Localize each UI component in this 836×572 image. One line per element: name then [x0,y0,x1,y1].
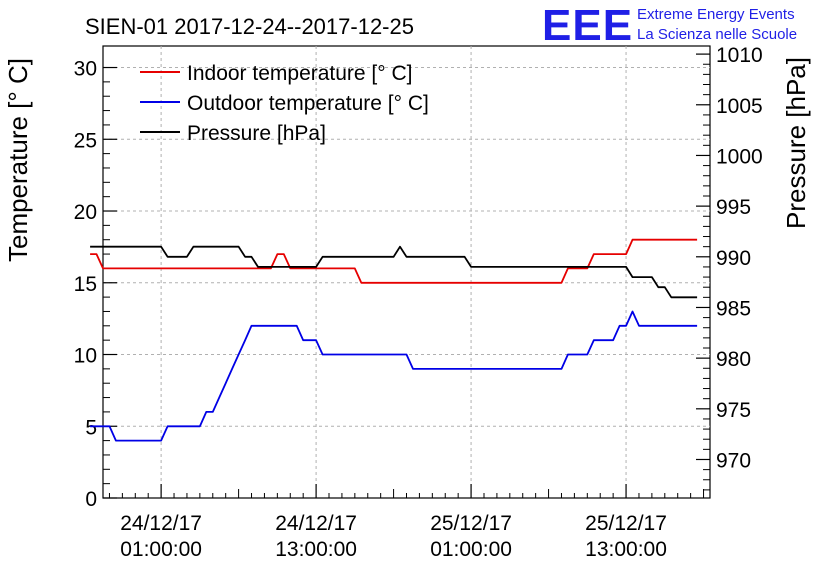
legend-label-1: Outdoor temperature [° C] [187,92,429,115]
y-axis-label: Temperature [° C] [3,58,33,262]
y2-tick-label: 975 [716,399,751,422]
x-tick-label-date: 25/12/17 [585,512,667,535]
x-tick-label-time: 01:00:00 [120,538,202,561]
series-layer [90,238,698,442]
y2-tick-label: 1000 [716,145,763,168]
y-tick-label: 15 [74,273,97,296]
x-tick-label-time: 01:00:00 [430,538,512,561]
y-tick-label: 5 [85,416,97,439]
y2-tick-label: 970 [716,449,751,472]
y2-tick-label: 990 [716,247,751,270]
legend-label-0: Indoor temperature [° C] [187,62,413,85]
x-tick-label-date: 25/12/17 [430,512,512,535]
y-tick-label: 20 [74,201,97,224]
logo-mark: EEE [542,1,633,50]
legend: Indoor temperature [° C] Outdoor temperat… [140,62,429,145]
y2-axis-label: Pressure [hPa] [781,57,811,229]
x-tick-label-time: 13:00:00 [275,538,357,561]
legend-label-2: Pressure [hPa] [187,122,326,145]
y2-tick-label: 1010 [716,44,763,67]
y-tick-label: 25 [74,129,97,152]
y2-tick-label: 985 [716,297,751,320]
y-tick-label: 10 [74,345,97,368]
y-tick-label: 30 [74,58,97,81]
x-tick-label-time: 13:00:00 [585,538,667,561]
series-line-1 [90,310,698,442]
eee-logo: EEE Extreme Energy Events La Scienza nel… [542,1,797,50]
logo-line-1: Extreme Energy Events [637,6,795,23]
y2-tick-label: 995 [716,196,751,219]
x-tick-label-date: 24/12/17 [275,512,357,535]
axis-ticks: 0 5 10 15 20 25 30 970 975 980 985 990 995 1000 1005 10… [74,44,763,561]
grid [103,46,710,498]
logo-line-2: La Scienza nelle Scuole [637,26,797,43]
series-line-2 [90,245,698,299]
y-tick-label: 0 [85,488,97,511]
y2-tick-label: 1005 [716,95,763,118]
chart-title: SIEN-01 2017-12-24--2017-12-25 [85,14,414,39]
x-tick-label-date: 24/12/17 [120,512,202,535]
y2-tick-label: 980 [716,348,751,371]
series-line-0 [90,238,698,284]
